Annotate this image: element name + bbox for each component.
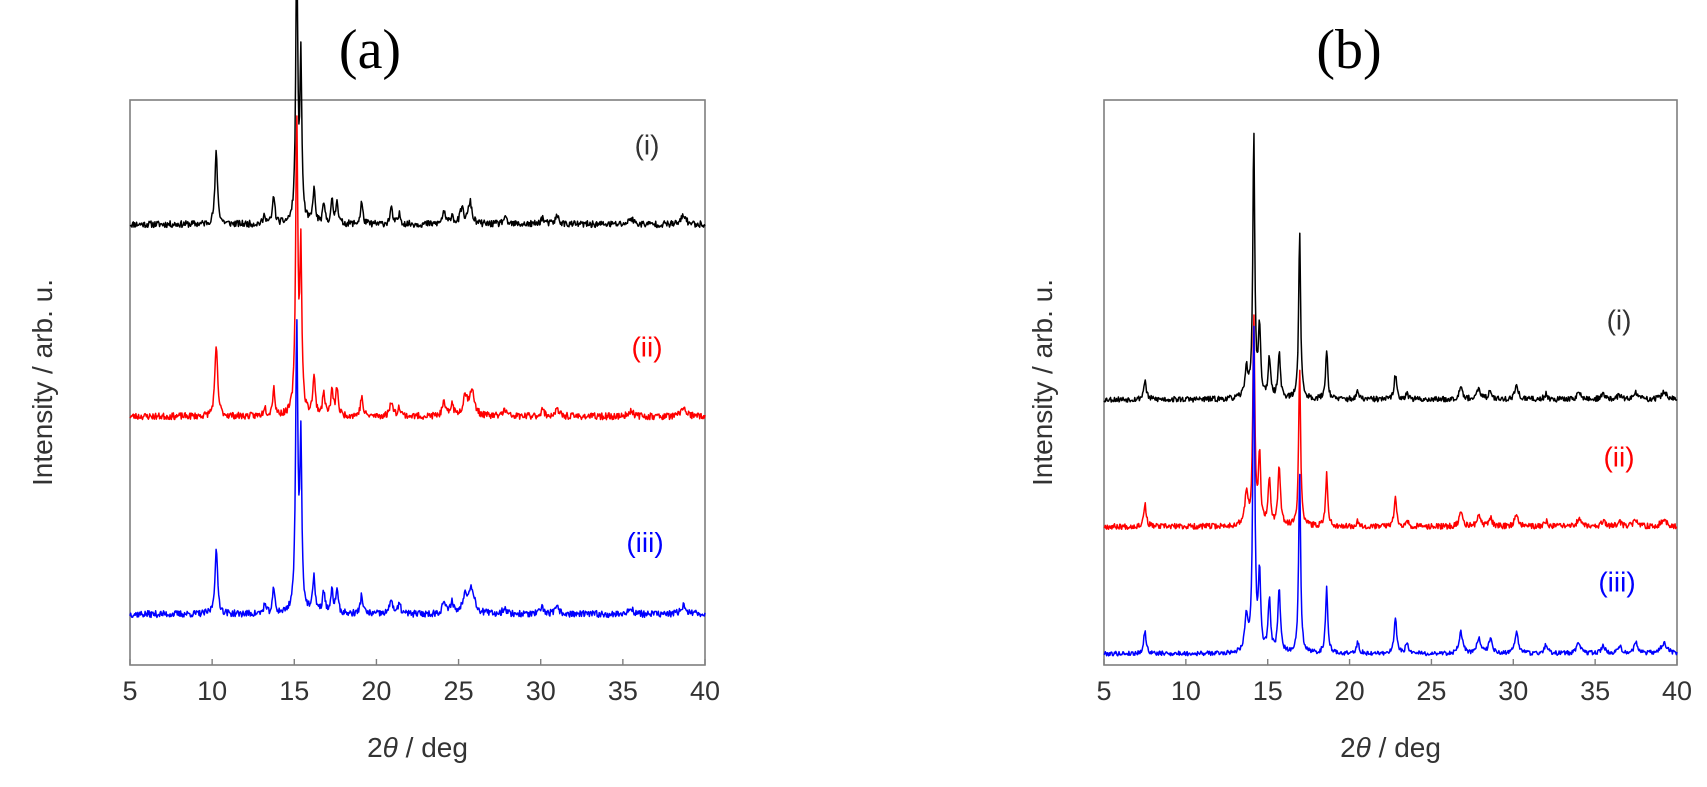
x-tick-label: 20: [1335, 676, 1365, 706]
panel-b-traces: [1103, 132, 1678, 657]
panel-a-series-labels: (i) (ii) (iii): [626, 129, 663, 558]
series-trace-1: [129, 0, 706, 229]
panel-a-plot-frame: [129, 99, 706, 666]
panel-a-y-axis-label: Intensity / arb. u.: [27, 279, 58, 486]
panel-b-title: (b): [1316, 19, 1381, 81]
x-tick-label: 5: [1096, 676, 1111, 706]
series-trace-1: [1103, 132, 1678, 403]
x-tick-label: 10: [1171, 676, 1201, 706]
series-label-3: (iii): [1598, 567, 1635, 598]
x-tick-label: 10: [197, 676, 227, 706]
x-tick-label: 5: [122, 676, 137, 706]
x-tick-label: 35: [1580, 676, 1610, 706]
series-trace-3: [129, 319, 706, 619]
x-tick-label: 20: [361, 676, 391, 706]
panel-b-y-axis-label: Intensity / arb. u.: [1027, 279, 1058, 486]
series-label-1: (i): [1607, 304, 1632, 335]
panel-a-traces: [129, 0, 706, 619]
x-tick-label: 25: [1416, 676, 1446, 706]
series-label-2: (ii): [1603, 442, 1634, 473]
series-trace-2: [1103, 314, 1678, 530]
series-trace-3: [1103, 325, 1678, 657]
panel-b-series-labels: (i) (ii) (iii): [1598, 304, 1635, 597]
x-tick-label: 15: [1253, 676, 1283, 706]
panel-a-x-axis-label: 2θ / deg: [367, 732, 468, 763]
x-tick-label: 40: [690, 676, 720, 706]
x-tick-label: 25: [444, 676, 474, 706]
x-tick-label: 15: [279, 676, 309, 706]
series-label-1: (i): [635, 129, 660, 160]
x-tick-label: 35: [608, 676, 638, 706]
x-tick-label: 40: [1662, 676, 1692, 706]
x-tick-label: 30: [1498, 676, 1528, 706]
panel-b-plot-frame: [1103, 99, 1678, 666]
series-label-2: (ii): [631, 331, 662, 362]
panel-b-x-axis-label: 2θ / deg: [1340, 732, 1441, 763]
x-tick-label: 30: [526, 676, 556, 706]
panel-a: (a) 5 10 15 20 25 30 35 40 (i) (ii) (iii) 2θ / de…: [27, 0, 720, 763]
panel-a-x-ticks: 5 10 15 20 25 30 35 40: [122, 659, 720, 706]
series-label-3: (iii): [626, 527, 663, 558]
panel-a-title: (a): [339, 19, 401, 81]
panel-b-x-ticks: 5 10 15 20 25 30 35 40: [1096, 659, 1692, 706]
panel-b: (b) 5 10 15 20 25 30 35 40 (i) (ii) (iii) 2θ / de…: [1027, 19, 1692, 763]
series-trace-2: [129, 115, 706, 421]
